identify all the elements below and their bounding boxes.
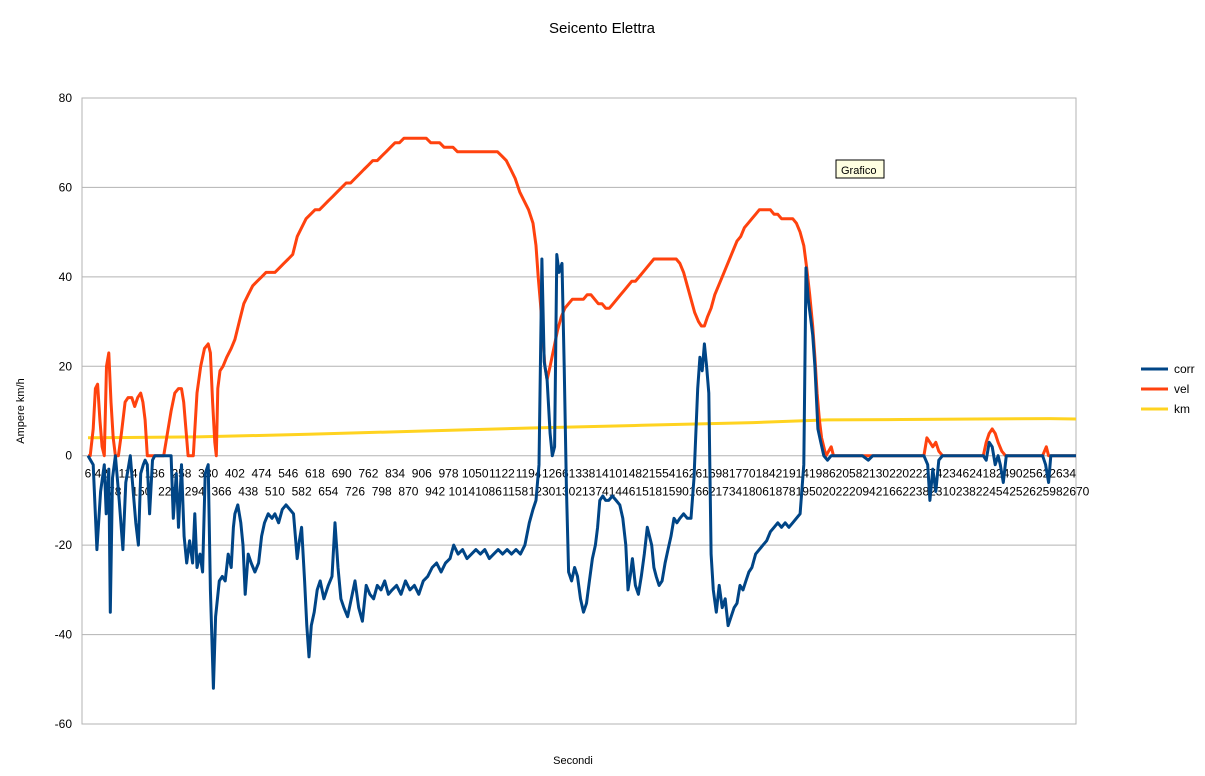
tooltip-box <box>835 159 885 179</box>
x-tick-label: 1554 <box>649 467 676 481</box>
x-tick-label: 1698 <box>702 467 729 481</box>
y-tick-label: 20 <box>59 359 73 373</box>
series-lines <box>86 136 1077 690</box>
x-tick-label: 6 <box>85 467 92 481</box>
x-tick-label: 2094 <box>849 485 876 499</box>
x-tick-label: 1446 <box>609 485 636 499</box>
legend: corr vel km <box>1141 362 1195 416</box>
series-line-corr <box>86 253 1076 690</box>
x-tick-label: 2058 <box>836 467 863 481</box>
x-tick-label: 1590 <box>662 485 689 499</box>
x-tick-label: 1914 <box>782 467 809 481</box>
x-tick-label: 1986 <box>809 467 836 481</box>
x-tick-label: 1194 <box>516 467 542 481</box>
x-tick-label: 1014 <box>448 485 475 499</box>
tooltip-text: Grafico <box>841 165 876 177</box>
x-tick-label: 582 <box>292 485 312 499</box>
chart-title: Seicento Elettra <box>549 20 656 37</box>
x-tick-label: 2634 <box>1049 467 1076 481</box>
tooltip: Grafico <box>835 159 885 179</box>
x-tick-label: 1266 <box>542 467 569 481</box>
x-tick-label: 1338 <box>569 467 596 481</box>
x-tick-label: 1770 <box>729 467 756 481</box>
series-line-vel <box>88 136 1076 458</box>
x-tick-label: 2418 <box>969 467 996 481</box>
x-tick-label: 834 <box>385 467 405 481</box>
x-tick-label: 762 <box>358 467 378 481</box>
x-tick-label: 1518 <box>635 485 662 499</box>
x-tick-label: 2346 <box>942 467 969 481</box>
x-tick-label: 654 <box>318 485 338 499</box>
x-tick-label: 366 <box>211 485 231 499</box>
gridlines <box>82 97 1076 725</box>
x-tick-label: 294 <box>185 485 205 499</box>
x-tick-label: 726 <box>345 485 365 499</box>
y-tick-label: -20 <box>55 538 73 552</box>
x-tick-label: 978 <box>438 467 458 481</box>
y-tick-label: 80 <box>59 91 73 105</box>
x-tick-label: 2382 <box>956 485 983 499</box>
x-tick-label: 1878 <box>769 485 796 499</box>
x-tick-label: 1626 <box>675 467 702 481</box>
x-tick-label: 2310 <box>929 485 956 499</box>
x-tick-label: 1734 <box>716 485 743 499</box>
y-tick-label: -40 <box>55 628 73 642</box>
y-axis-label: Ampere km/h <box>15 378 27 443</box>
legend-label-corr: corr <box>1174 362 1195 376</box>
x-axis-label: Secondi <box>553 755 593 767</box>
x-tick-label: 1806 <box>742 485 769 499</box>
x-tick-label: 438 <box>238 485 258 499</box>
x-tick-label: 1842 <box>756 467 783 481</box>
x-tick-label: 618 <box>305 467 325 481</box>
x-tick-label: 1050 <box>462 467 489 481</box>
x-tick-label: 870 <box>398 485 418 499</box>
x-tick-label: 2202 <box>889 467 916 481</box>
x-tick-label: 2526 <box>1009 485 1036 499</box>
x-tick-label: 1950 <box>796 485 823 499</box>
x-tick-label: 510 <box>265 485 285 499</box>
y-tick-label: -60 <box>55 717 73 731</box>
x-tick-label: 798 <box>372 485 392 499</box>
x-tick-label: 906 <box>412 467 432 481</box>
x-tick-label: 1302 <box>555 485 582 499</box>
x-tick-label: 942 <box>425 485 445 499</box>
x-tick-label: 1158 <box>502 485 528 499</box>
x-tick-label: 2238 <box>902 485 929 499</box>
legend-label-vel: vel <box>1174 382 1189 396</box>
y-axis-ticks: 80 60 40 20 0 -20 -40 -60 <box>55 91 73 731</box>
x-tick-label: 2454 <box>983 485 1010 499</box>
x-tick-label: 474 <box>252 467 272 481</box>
plot-area <box>81 97 1077 725</box>
x-tick-label: 1482 <box>622 467 649 481</box>
y-tick-label: 0 <box>65 449 72 463</box>
x-tick-label: 402 <box>225 467 245 481</box>
x-tick-label: 2670 <box>1063 485 1090 499</box>
x-tick-label: 2598 <box>1036 485 1063 499</box>
x-tick-label: 186 <box>145 467 165 481</box>
x-tick-label: 1086 <box>475 485 502 499</box>
x-tick-label: 2562 <box>1023 467 1050 481</box>
x-tick-label: 2130 <box>862 467 889 481</box>
x-tick-label: 546 <box>278 467 298 481</box>
x-tick-label: 1410 <box>595 467 622 481</box>
x-tick-label: 2022 <box>822 485 849 499</box>
y-tick-label: 60 <box>59 180 73 194</box>
legend-label-km: km <box>1174 402 1190 416</box>
x-tick-label: 1122 <box>489 467 515 481</box>
y-tick-label: 40 <box>59 270 73 284</box>
x-tick-label: 1230 <box>529 485 556 499</box>
x-tick-label: 690 <box>332 467 352 481</box>
x-tick-label: 2166 <box>876 485 903 499</box>
